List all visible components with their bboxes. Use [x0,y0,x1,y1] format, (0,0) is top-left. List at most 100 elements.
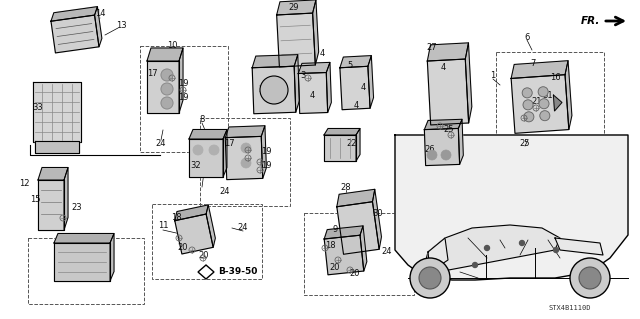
Text: 20: 20 [199,251,209,261]
Polygon shape [54,234,114,243]
Polygon shape [51,15,99,53]
Circle shape [410,258,450,298]
Text: 22: 22 [347,138,357,147]
Polygon shape [38,167,68,180]
Bar [200,118,290,206]
Polygon shape [372,189,381,249]
Circle shape [441,150,451,160]
Text: 11: 11 [157,221,168,231]
Text: 32: 32 [191,160,202,169]
Polygon shape [261,126,266,178]
Polygon shape [422,225,560,275]
Polygon shape [276,13,316,67]
Polygon shape [223,130,227,177]
Polygon shape [458,119,463,164]
Text: 19: 19 [178,93,188,101]
Text: 15: 15 [29,195,40,204]
Polygon shape [324,226,363,239]
Circle shape [539,99,549,109]
Text: 26: 26 [425,145,435,154]
Text: 4: 4 [440,63,445,72]
Text: 17: 17 [224,138,234,147]
Text: 17: 17 [147,70,157,78]
Polygon shape [33,82,81,142]
Polygon shape [340,56,371,68]
Polygon shape [276,0,316,15]
Text: 24: 24 [156,138,166,147]
Polygon shape [326,63,332,113]
Text: B-39-50: B-39-50 [218,268,258,277]
Polygon shape [51,7,97,21]
Text: 19: 19 [260,147,271,157]
Polygon shape [555,238,603,255]
Text: 16: 16 [550,73,560,83]
Polygon shape [360,226,367,271]
Text: 18: 18 [171,213,181,222]
Polygon shape [147,48,183,61]
Text: 4: 4 [319,49,324,58]
Text: 20: 20 [330,263,340,272]
Polygon shape [324,235,364,275]
Polygon shape [206,205,215,247]
Circle shape [161,97,173,109]
Polygon shape [189,139,223,177]
Text: 10: 10 [167,41,177,49]
Text: 33: 33 [33,103,44,113]
Polygon shape [395,135,628,280]
Text: 19: 19 [178,78,188,87]
Polygon shape [428,59,468,125]
Text: 18: 18 [324,241,335,250]
Polygon shape [175,214,213,254]
Polygon shape [294,55,300,112]
Text: 25: 25 [444,125,454,135]
Text: 24: 24 [220,188,230,197]
Polygon shape [110,234,114,281]
Polygon shape [198,265,214,279]
Circle shape [520,241,525,246]
Polygon shape [38,180,64,230]
Text: 21: 21 [532,98,542,107]
Circle shape [570,258,610,298]
Polygon shape [252,66,296,114]
Circle shape [522,88,532,98]
Text: 28: 28 [340,182,351,191]
Polygon shape [95,7,102,47]
Circle shape [579,267,601,289]
Polygon shape [179,48,183,113]
Polygon shape [35,141,79,153]
Text: 23: 23 [72,204,83,212]
Polygon shape [147,61,179,113]
Circle shape [193,145,203,155]
Text: FR.: FR. [580,16,600,26]
Bar [304,213,414,295]
Text: 4: 4 [353,100,358,109]
Polygon shape [225,126,265,137]
Polygon shape [340,66,370,110]
Polygon shape [252,55,298,68]
Polygon shape [324,135,356,161]
Polygon shape [337,189,375,207]
Text: STX4B1110D: STX4B1110D [548,305,591,311]
Polygon shape [511,61,568,78]
Circle shape [484,246,490,250]
Text: 4: 4 [360,84,365,93]
Polygon shape [225,137,263,180]
Polygon shape [428,238,448,272]
Text: 27: 27 [427,42,437,51]
Circle shape [540,111,550,121]
Polygon shape [368,56,374,108]
Text: 30: 30 [372,209,383,218]
Circle shape [241,143,251,153]
Circle shape [554,248,559,253]
Polygon shape [312,0,319,65]
Polygon shape [298,63,330,73]
Text: 13: 13 [116,20,126,29]
Text: 12: 12 [19,179,29,188]
Text: 24: 24 [381,248,392,256]
Circle shape [419,267,441,289]
Bar [140,46,228,152]
Circle shape [161,83,173,95]
Polygon shape [565,61,572,130]
Polygon shape [356,129,360,161]
Text: 19: 19 [260,160,271,169]
